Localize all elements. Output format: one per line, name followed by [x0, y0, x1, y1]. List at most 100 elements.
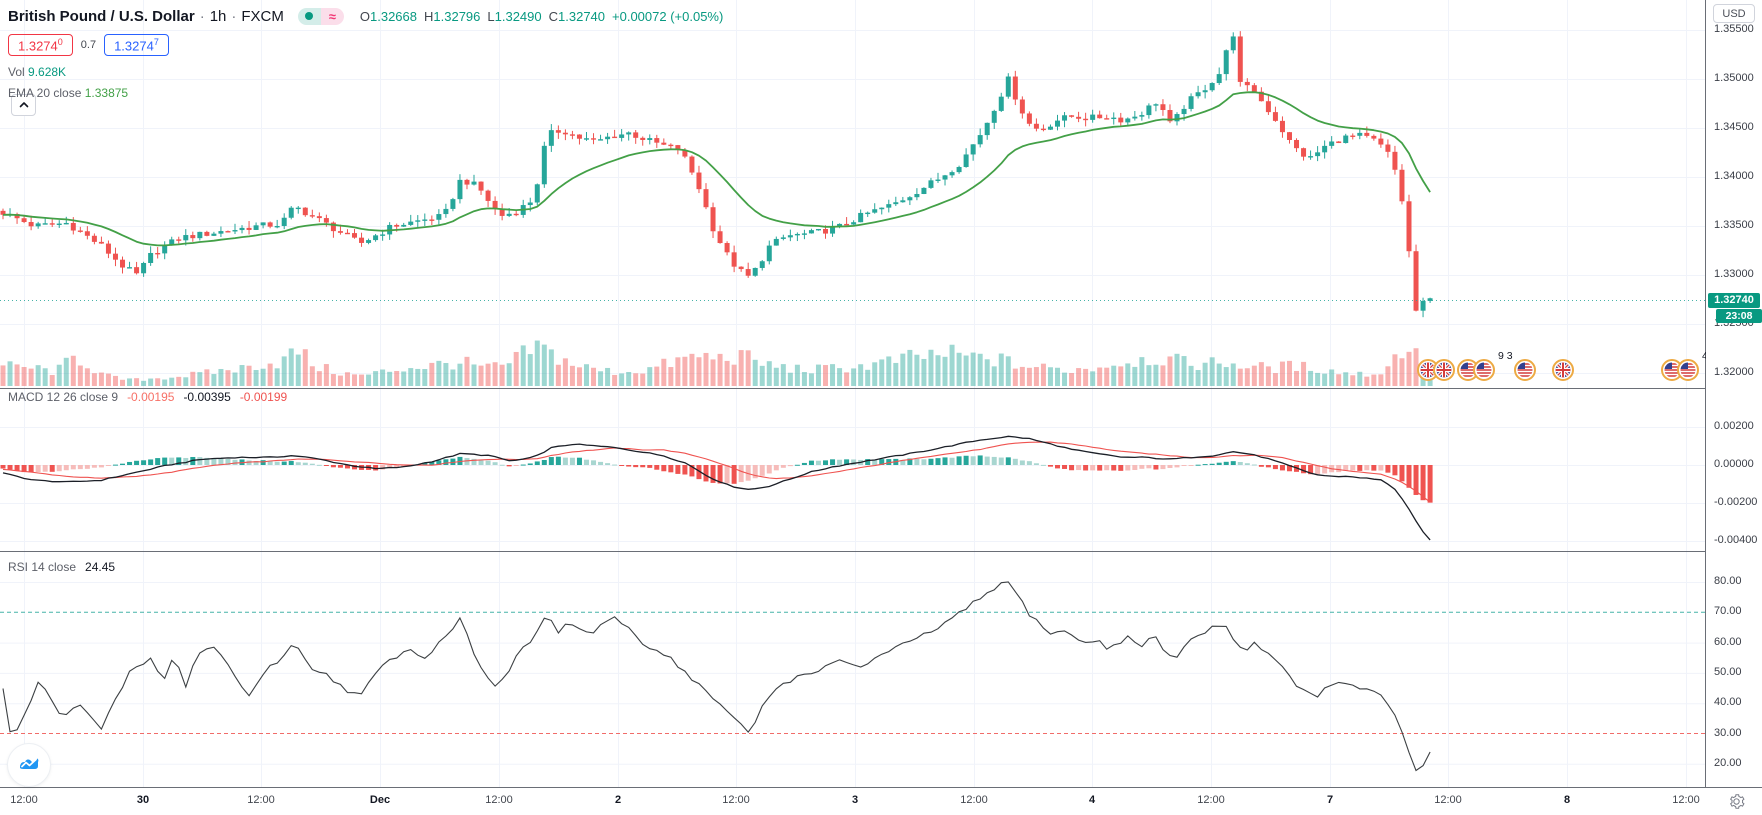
- axis-tick-label: 70.00: [1714, 605, 1742, 618]
- macd-histogram-bar: [1195, 464, 1201, 466]
- axis-tick-label: -0.00200: [1714, 496, 1758, 508]
- price-axis[interactable]: USD 1.35500 1.35000 1.34500 1.34000 1.33500 1…: [1706, 0, 1762, 787]
- rsi-pane[interactable]: [0, 581, 1705, 772]
- macd-histogram-bar: [984, 456, 990, 465]
- volume-bar: [344, 372, 350, 386]
- macd-histogram-bar: [260, 460, 266, 465]
- macd-histogram-bar: [520, 464, 526, 466]
- axis-tick-label: 1.35000: [1714, 71, 1754, 84]
- volume-bar: [1167, 356, 1173, 386]
- candle: [605, 136, 611, 140]
- macd-histogram-bar: [309, 463, 315, 465]
- candle: [794, 233, 800, 236]
- volume-bar: [1069, 372, 1075, 386]
- volume-bar: [253, 369, 259, 386]
- event-flag-us[interactable]: [1514, 359, 1536, 381]
- axis-tick-label: 1.32000: [1714, 365, 1754, 378]
- macd-pane[interactable]: [0, 435, 1433, 541]
- volume-bar: [14, 364, 20, 386]
- gear-icon[interactable]: [1728, 793, 1745, 810]
- volume-bar: [1329, 369, 1335, 386]
- candles-layer[interactable]: [0, 31, 1433, 318]
- volume-bar: [183, 377, 189, 386]
- collapse-legend-button[interactable]: [11, 94, 36, 116]
- macd-histogram-bar: [689, 465, 695, 477]
- volume-bar: [914, 354, 920, 386]
- macd-histogram-bar: [808, 460, 814, 465]
- event-flag-gb[interactable]: [1552, 359, 1574, 381]
- volume-bar: [654, 366, 660, 386]
- interval-label[interactable]: 1h: [209, 7, 227, 25]
- candle: [562, 132, 568, 135]
- event-flag-gb[interactable]: [1433, 359, 1455, 381]
- candle: [689, 156, 695, 173]
- last-price-badge: 1.32740: [1708, 293, 1760, 308]
- volume-bar: [1308, 370, 1314, 386]
- volume-bar: [1251, 365, 1257, 386]
- macd-histogram-bar: [928, 458, 934, 465]
- macd-histogram-bar: [970, 456, 976, 465]
- event-flag-us[interactable]: [1677, 359, 1699, 381]
- candle: [1118, 117, 1124, 123]
- candle: [316, 216, 322, 219]
- event-flag-us[interactable]: [1473, 359, 1495, 381]
- event-flag-gb[interactable]: [1417, 359, 1439, 381]
- candle: [956, 166, 962, 173]
- volume-bar: [1055, 367, 1060, 386]
- countdown-badge: 23:08: [1716, 309, 1762, 323]
- axis-tick-label: 1.33500: [1714, 218, 1754, 231]
- volume-bar: [260, 368, 266, 386]
- legend: British Pound / U.S. Dollar · 1h · FXCM …: [8, 5, 723, 100]
- candle: [1286, 132, 1292, 140]
- axis-tick-label: 60.00: [1714, 635, 1742, 648]
- volume-bar: [1279, 361, 1285, 386]
- macd-histogram-bar: [900, 459, 906, 465]
- currency-button[interactable]: USD: [1713, 4, 1755, 23]
- volume-bar: [1019, 366, 1025, 386]
- delayed-data-icon[interactable]: ≈: [320, 7, 344, 25]
- volume-bar: [28, 368, 34, 386]
- macd-histogram-bar: [443, 459, 449, 465]
- volume-bar: [1104, 367, 1110, 386]
- macd-histogram-bar: [844, 459, 850, 465]
- macd-histogram-bar: [134, 460, 140, 465]
- bid-button[interactable]: 1.32740: [8, 33, 73, 57]
- candle: [977, 135, 983, 145]
- ask-button[interactable]: 1.32747: [104, 33, 169, 57]
- macd-histogram-bar: [1012, 458, 1018, 465]
- macd-histogram-bar: [1244, 463, 1250, 465]
- events-layer[interactable]: 9 3 4: [1417, 350, 1708, 381]
- time-axis[interactable]: 12:00 30 12:00 Dec 12:00 2 12:00 3 12:00 4 12:00 7 1…: [0, 788, 1762, 815]
- high-label: H: [424, 8, 434, 24]
- volume-bar: [583, 364, 589, 386]
- tradingview-logo-button[interactable]: [7, 743, 51, 787]
- candle: [717, 231, 723, 244]
- symbol-name[interactable]: British Pound / U.S. Dollar: [8, 7, 195, 25]
- macd-histogram-bar: [703, 465, 709, 482]
- market-open-icon[interactable]: [297, 7, 321, 25]
- candle: [1033, 123, 1039, 129]
- candle: [1378, 138, 1384, 145]
- candle: [661, 142, 667, 145]
- volume-bar: [1413, 348, 1419, 386]
- volume-bar: [872, 362, 878, 386]
- macd-histogram-bar: [513, 465, 519, 466]
- volume-bar: [267, 363, 273, 386]
- candle: [696, 172, 702, 190]
- volume-bar: [401, 371, 407, 386]
- market-status-pill[interactable]: ≈: [297, 7, 344, 25]
- macd-histogram-bar: [1399, 465, 1405, 482]
- candle: [443, 208, 449, 215]
- volume-bar: [366, 374, 372, 386]
- candle: [169, 239, 175, 246]
- volume-bar: [808, 373, 814, 386]
- macd-histogram-bar: [63, 465, 69, 471]
- candle: [112, 253, 118, 260]
- candle: [1040, 128, 1046, 131]
- candle: [682, 150, 688, 157]
- candle: [1188, 96, 1194, 109]
- candle: [858, 212, 864, 223]
- volume-bar: [1083, 368, 1089, 386]
